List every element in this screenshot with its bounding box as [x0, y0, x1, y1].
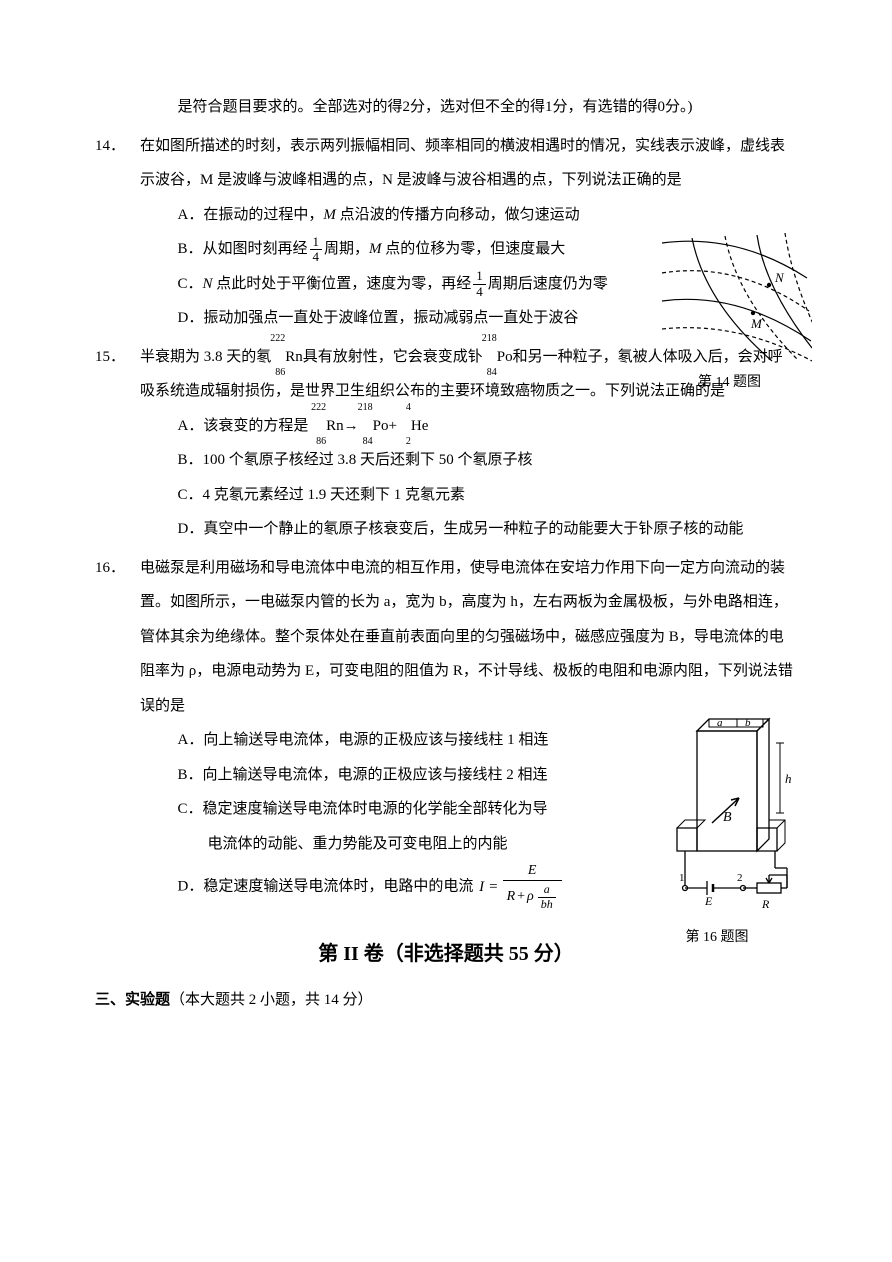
q15-opt-c: C．4 克氡元素经过 1.9 天还剩下 1 克氡元素	[178, 478, 798, 513]
q16-figure-caption: 第 16 题图	[647, 922, 797, 954]
q14-opt-d: D．振动加强点一直处于波峰位置，振动减弱点一直处于波谷	[178, 301, 798, 336]
current-equation: I = E R + ρ a bh	[477, 861, 564, 913]
var-m: M	[369, 241, 382, 257]
q15-opt-d: D．真空中一个静止的氡原子核衰变后，生成另一种粒子的动能要大于钋原子核的动能	[178, 512, 798, 547]
q16-opt-c: C．稳定速度输送导电流体时电源的化学能全部转化为导 电流体的动能、重力势能及可变…	[178, 792, 638, 861]
arrow: →	[344, 418, 359, 434]
fraction: 14	[473, 269, 486, 299]
text: 点沿波的传播方向移动，做匀速运动	[336, 207, 580, 223]
q14-number: 14．	[95, 129, 140, 164]
q14-opt-c: C．N 点此时处于平衡位置，速度为零，再经14周期后速度仍为零	[178, 267, 798, 302]
text: 周期，	[324, 241, 369, 257]
q14-figure-caption: 第 14 题图	[657, 367, 812, 399]
q15-options: A．该衰变的方程是 22286Rn→ 21884Po+42He B．100 个氡原…	[95, 409, 797, 547]
svg-text:R: R	[761, 897, 770, 911]
text: 周期后速度仍为零	[488, 276, 608, 292]
q15-opt-b: B．100 个氡原子核经过 3.8 天后还剩下 50 个氡原子核	[178, 443, 798, 478]
section-3-label: 三、实验题	[95, 991, 170, 1008]
q14-opt-a: A．在振动的过程中，M 点沿波的传播方向移动，做匀速运动	[178, 198, 798, 233]
var-m: M	[323, 207, 336, 223]
svg-text:2: 2	[737, 872, 743, 884]
svg-text:b: b	[745, 717, 751, 729]
svg-text:B: B	[723, 810, 732, 825]
q16-number: 16．	[95, 551, 140, 586]
text: 半衰期为 3.8 天的氡	[140, 349, 271, 365]
q14-stem-text: 在如图所描述的时刻，表示两列振幅相同、频率相同的横波相遇时的情况，实线表示波峰，…	[140, 138, 785, 189]
plus: +	[388, 418, 396, 434]
svg-text:E: E	[704, 894, 713, 908]
q14-stem: 在如图所描述的时刻，表示两列振幅相同、频率相同的横波相遇时的情况，实线表示波峰，…	[140, 129, 797, 198]
q14: 14． 在如图所描述的时刻，表示两列振幅相同、频率相同的横波相遇时的情况，实线表…	[95, 129, 797, 198]
q16-stem: 电磁泵是利用磁场和导电流体中电流的相互作用，使导电流体在安培力作用下向一定方向流…	[140, 551, 797, 724]
svg-text:a: a	[717, 717, 723, 729]
nuclide-he: 42He	[411, 409, 429, 444]
nuclide-rn: 22286Rn	[285, 340, 303, 375]
lead-in-text: 是符合题目要求的。全部选对的得2分，选对但不全的得1分，有选错的得0分。)	[95, 90, 797, 125]
q16-opt-d: D．稳定速度输送导电流体时，电路中的电流 I = E R + ρ a bh	[178, 861, 638, 913]
fraction: 14	[310, 235, 323, 265]
text: C．稳定速度输送导电流体时电源的化学能全部转化为导	[178, 801, 548, 817]
section-3-note: （本大题共 2 小题，共 14 分）	[170, 992, 373, 1008]
q15-number: 15．	[95, 340, 140, 375]
section-3-header: 三、实验题（本大题共 2 小题，共 14 分）	[95, 983, 797, 1018]
text: 具有放射性，它会衰变成钋	[303, 349, 483, 365]
nuclide-po: 21884Po	[497, 340, 513, 375]
q14-options: N M 第 14 题图 A．在振动的过程中，M 点沿波的传播方向移动，做匀速运动…	[95, 198, 797, 336]
q16-figure: B a b h	[647, 713, 797, 954]
em-pump-icon: B a b h	[647, 713, 797, 918]
q16-opt-b: B．向上输送导电流体，电源的正极应该与接线柱 2 相连	[178, 758, 638, 793]
q15-opt-a: A．该衰变的方程是 22286Rn→ 21884Po+42He	[178, 409, 798, 444]
var-n: N	[203, 276, 213, 292]
nuclide-po: 21884Po	[373, 409, 389, 444]
q14-opt-b: B．从如图时刻再经14周期，M 点的位移为零，但速度最大	[178, 232, 798, 267]
svg-text:1: 1	[679, 872, 685, 884]
svg-text:h: h	[785, 771, 792, 786]
text: 点的位移为零，但速度最大	[382, 241, 566, 257]
text: 电流体的动能、重力势能及可变电阻上的内能	[178, 827, 508, 862]
nuclide-rn: 22286Rn	[326, 409, 344, 444]
text: A．在振动的过程中，	[178, 207, 324, 223]
text: A．该衰变的方程是	[178, 418, 313, 434]
q16-stem-text: 电磁泵是利用磁场和导电流体中电流的相互作用，使导电流体在安培力作用下向一定方向流…	[140, 560, 793, 714]
text: B．从如图时刻再经	[178, 241, 308, 257]
text: D．稳定速度输送导电流体时，电路中的电流	[178, 878, 474, 894]
text: 点此时处于平衡位置，速度为零，再经	[213, 276, 472, 292]
text: C．	[178, 276, 203, 292]
q16-options: B a b h	[95, 723, 797, 913]
q16-opt-a: A．向上输送导电流体，电源的正极应该与接线柱 1 相连	[178, 723, 638, 758]
q16: 16． 电磁泵是利用磁场和导电流体中电流的相互作用，使导电流体在安培力作用下向一…	[95, 551, 797, 724]
